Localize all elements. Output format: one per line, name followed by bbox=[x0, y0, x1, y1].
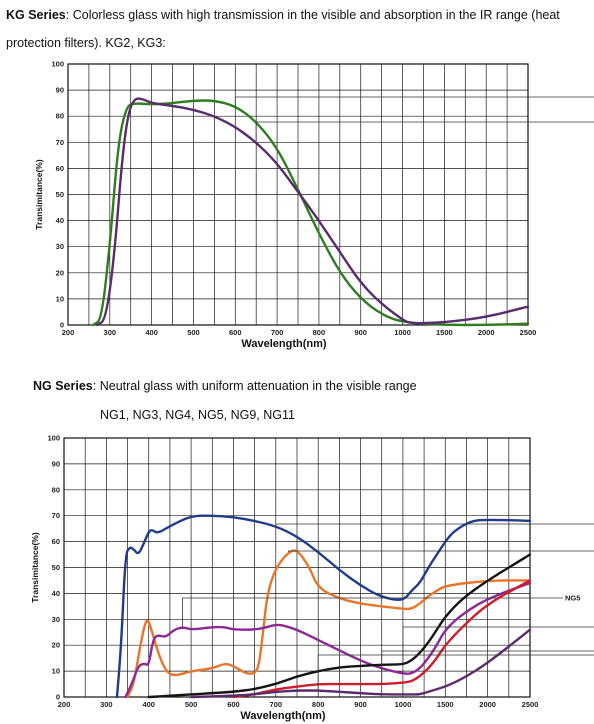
y-tick-label: 20 bbox=[56, 268, 64, 277]
x-tick-label: 1500 bbox=[437, 700, 454, 709]
series-leader-kg2 bbox=[255, 121, 594, 143]
x-tick-label: 700 bbox=[271, 328, 284, 337]
ng-series-chart: 0 10 20 30 40 50 60 70 80 90 100 200 300 400 500 600 700… bbox=[0, 428, 594, 724]
kg-heading-text: : Colorless glass with high transmission… bbox=[65, 8, 560, 22]
x-tick-label: 1000 bbox=[395, 700, 412, 709]
series-line-ng11 bbox=[115, 514, 532, 699]
x-tick-label: 600 bbox=[229, 328, 242, 337]
x-tick-label: 300 bbox=[104, 328, 117, 337]
y-tick-label: 30 bbox=[52, 615, 60, 624]
series-leader-ng1 bbox=[402, 626, 594, 665]
series-line-ng9 bbox=[232, 579, 532, 699]
x-tick-label: 300 bbox=[100, 700, 113, 709]
series-leader-ng3 bbox=[317, 654, 594, 691]
y-tick-label: 100 bbox=[47, 434, 60, 443]
series-leader-ng11 bbox=[275, 523, 594, 527]
kg-series-chart: 0 10 20 30 40 50 60 70 80 90 100 200 300 400 500 600 700… bbox=[0, 52, 594, 352]
series-line-ng5 bbox=[124, 581, 532, 699]
ng-heading-bold: NG Series bbox=[33, 379, 93, 393]
y-tick-label: 80 bbox=[56, 112, 64, 121]
x-tick-label: 400 bbox=[145, 328, 158, 337]
ng-subheading: NG1, NG3, NG4, NG5, NG9, NG11 bbox=[100, 408, 295, 422]
ng-heading-text: : Neutral glass with uniform attenuation… bbox=[92, 379, 417, 393]
series-leader-ng9 bbox=[381, 650, 594, 685]
x-tick-label: 700 bbox=[270, 700, 283, 709]
y-tick-label: 90 bbox=[56, 86, 64, 95]
y-tick-label: 60 bbox=[52, 537, 60, 546]
y-tick-label: 90 bbox=[52, 459, 60, 468]
y-axis-label: Transimitance(%) bbox=[34, 159, 44, 230]
x-tick-label: 200 bbox=[62, 328, 75, 337]
y-tick-label: 70 bbox=[56, 138, 64, 147]
y-axis-label: Transimitance(%) bbox=[30, 532, 40, 603]
y-tick-label: 60 bbox=[56, 164, 64, 173]
x-tick-label: 600 bbox=[227, 700, 240, 709]
x-tick-label: 2000 bbox=[478, 328, 495, 337]
x-tick-label: 2500 bbox=[522, 700, 539, 709]
x-tick-label: 800 bbox=[312, 700, 325, 709]
x-axis-label: Wavelength(nm) bbox=[240, 710, 325, 722]
plot-frame bbox=[63, 437, 531, 698]
grid bbox=[63, 437, 531, 698]
ng-heading: NG Series: Neutral glass with uniform at… bbox=[33, 378, 417, 394]
x-tick-label: 400 bbox=[142, 700, 155, 709]
series-line-ng3 bbox=[189, 628, 532, 699]
kg-heading: KG Series: Colorless glass with high tra… bbox=[6, 7, 592, 23]
series-line-kg3 bbox=[91, 99, 530, 327]
x-tick-label: 2500 bbox=[520, 328, 537, 337]
y-tick-label: 80 bbox=[52, 485, 60, 494]
series-leader-ng4 bbox=[288, 550, 594, 552]
x-tick-label: 1000 bbox=[394, 328, 411, 337]
y-tick-label: 0 bbox=[56, 693, 60, 702]
y-tick-label: 10 bbox=[52, 667, 60, 676]
kg-heading-bold: KG Series bbox=[6, 8, 66, 22]
x-tick-label: 900 bbox=[354, 700, 367, 709]
x-axis-label: Wavelength(nm) bbox=[241, 338, 326, 350]
y-tick-label: 40 bbox=[56, 216, 64, 225]
x-tick-label: 800 bbox=[313, 328, 326, 337]
series-line-ng4 bbox=[126, 549, 532, 699]
y-tick-label: 100 bbox=[51, 60, 64, 69]
x-tick-label: 900 bbox=[354, 328, 367, 337]
y-tick-label: 50 bbox=[52, 563, 60, 572]
series-label-ng5: NG5 bbox=[565, 594, 580, 603]
kg-heading-line2: protection filters). KG2, KG3: bbox=[6, 36, 166, 50]
y-tick-label: 70 bbox=[52, 511, 60, 520]
plot-frame bbox=[67, 63, 529, 326]
y-tick-label: 40 bbox=[52, 589, 60, 598]
y-tick-label: 10 bbox=[56, 294, 64, 303]
y-tick-label: 30 bbox=[56, 242, 64, 251]
x-tick-label: 2000 bbox=[479, 700, 496, 709]
chart-svg: 0 10 20 30 40 50 60 70 80 90 100 200 300 400 500 600 700… bbox=[34, 60, 594, 350]
series-line-kg2 bbox=[96, 97, 530, 327]
y-tick-label: 0 bbox=[60, 321, 64, 330]
y-tick-label: 20 bbox=[52, 641, 60, 650]
y-tick-label: 50 bbox=[56, 190, 64, 199]
x-tick-label: 1500 bbox=[436, 328, 453, 337]
x-tick-label: 500 bbox=[185, 700, 198, 709]
x-tick-label: 200 bbox=[58, 700, 71, 709]
x-tick-label: 500 bbox=[187, 328, 200, 337]
series-leader-ng5 bbox=[182, 597, 563, 628]
series-line-ng1 bbox=[147, 553, 532, 699]
chart-svg: 0 10 20 30 40 50 60 70 80 90 100 200 300 400 500 600 700… bbox=[30, 434, 594, 722]
series-leader-kg3 bbox=[234, 96, 594, 106]
